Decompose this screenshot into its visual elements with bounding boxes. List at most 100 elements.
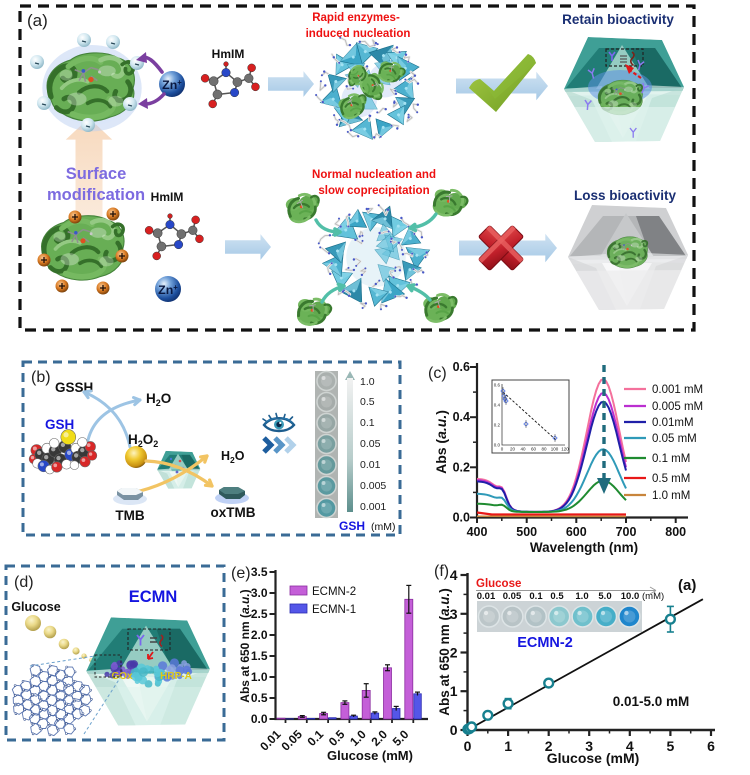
svg-text:slow coprecipitation: slow coprecipitation (318, 185, 429, 197)
svg-text:Glucose: Glucose (11, 600, 60, 614)
svg-text:Abs (a.u.): Abs (a.u.) (433, 410, 449, 474)
svg-text:(f): (f) (434, 563, 449, 580)
svg-text:0.1: 0.1 (529, 591, 543, 602)
svg-text:0.001: 0.001 (360, 501, 386, 513)
svg-text:80: 80 (541, 447, 547, 452)
svg-text:(d): (d) (14, 574, 34, 591)
svg-text:0.01: 0.01 (257, 727, 284, 754)
svg-text:0.05 mM: 0.05 mM (652, 433, 697, 445)
svg-text:4: 4 (626, 738, 634, 754)
svg-text:Abs at 650 nm (a.u.): Abs at 650 nm (a.u.) (238, 589, 252, 702)
svg-text:Abs at 650 nm (a.u.): Abs at 650 nm (a.u.) (437, 588, 452, 716)
svg-text:GOx: GOx (111, 671, 133, 682)
svg-text:0.005 mM: 0.005 mM (652, 401, 703, 413)
svg-text:(a): (a) (27, 11, 48, 30)
svg-text:Surface: Surface (66, 165, 127, 183)
svg-text:0.2: 0.2 (453, 460, 470, 474)
svg-text:0.001 mM: 0.001 mM (652, 384, 703, 396)
svg-text:1.0: 1.0 (251, 670, 268, 684)
svg-text:40: 40 (520, 447, 526, 452)
svg-text:0.05: 0.05 (503, 591, 522, 602)
svg-text:(mM): (mM) (371, 521, 396, 533)
svg-text:GSH: GSH (45, 417, 74, 432)
svg-text:0.5: 0.5 (550, 591, 564, 602)
svg-text:0: 0 (464, 738, 472, 754)
svg-text:10.0: 10.0 (621, 591, 640, 602)
svg-text:0.01: 0.01 (477, 591, 496, 602)
svg-text:Normal nucleation and: Normal nucleation and (312, 169, 436, 181)
svg-text:0.01: 0.01 (360, 459, 381, 471)
svg-text:(a): (a) (678, 577, 696, 594)
svg-text:0.005: 0.005 (360, 480, 386, 492)
svg-text:0.5: 0.5 (326, 727, 348, 749)
svg-text:2: 2 (450, 645, 458, 661)
svg-text:Glucose (mM): Glucose (mM) (327, 748, 413, 763)
svg-text:ECMN: ECMN (129, 588, 178, 606)
svg-text:120: 120 (561, 447, 569, 452)
svg-text:(c): (c) (428, 365, 447, 382)
svg-text:3.5: 3.5 (251, 565, 268, 579)
svg-text:0.05: 0.05 (279, 727, 306, 754)
svg-text:700: 700 (616, 525, 637, 539)
svg-text:3: 3 (450, 606, 458, 622)
svg-text:4: 4 (450, 567, 458, 583)
svg-text:0.1 mM: 0.1 mM (652, 453, 690, 465)
svg-text:100: 100 (551, 447, 559, 452)
svg-text:HRP-A: HRP-A (160, 671, 192, 682)
svg-text:Wavelength (nm): Wavelength (nm) (530, 540, 638, 555)
svg-text:0.6: 0.6 (494, 383, 501, 388)
svg-text:GSH: GSH (339, 519, 365, 533)
svg-text:5.0: 5.0 (390, 727, 412, 749)
svg-text:1.0 mM: 1.0 mM (652, 490, 690, 502)
svg-text:1.0: 1.0 (360, 376, 375, 388)
svg-text:500: 500 (516, 525, 537, 539)
svg-text:Rapid enzymes-: Rapid enzymes- (312, 12, 400, 24)
svg-text:HmIM: HmIM (151, 190, 184, 204)
svg-text:5: 5 (667, 738, 675, 754)
svg-text:1.0: 1.0 (347, 727, 369, 749)
svg-text:1: 1 (504, 738, 512, 754)
svg-text:0.5: 0.5 (360, 396, 375, 408)
svg-text:(b): (b) (31, 369, 51, 386)
svg-text:1.0: 1.0 (575, 591, 588, 602)
svg-text:(e): (e) (231, 565, 251, 582)
svg-text:oxTMB: oxTMB (211, 505, 256, 520)
svg-text:2.0: 2.0 (368, 727, 390, 749)
svg-text:0.4: 0.4 (453, 410, 470, 424)
svg-text:800: 800 (665, 525, 686, 539)
svg-text:0.2: 0.2 (494, 423, 501, 428)
svg-text:Loss bioactivity: Loss bioactivity (574, 188, 677, 203)
svg-text:Retain bioactivity: Retain bioactivity (562, 12, 674, 27)
svg-text:5.0: 5.0 (598, 591, 611, 602)
svg-text:induced nucleation: induced nucleation (306, 28, 411, 40)
svg-text:H2O: H2O (146, 391, 171, 408)
svg-text:3: 3 (585, 738, 593, 754)
svg-text:0.5: 0.5 (251, 691, 268, 705)
svg-text:20: 20 (510, 447, 516, 452)
svg-text:0.4: 0.4 (494, 403, 501, 408)
svg-text:modification: modification (47, 186, 145, 204)
svg-text:0.6: 0.6 (453, 360, 470, 374)
svg-text:0.5 mM: 0.5 mM (652, 473, 690, 485)
svg-text:H2O2: H2O2 (128, 432, 158, 449)
svg-text:1: 1 (450, 683, 458, 699)
svg-text:2: 2 (545, 738, 553, 754)
svg-text:0.0: 0.0 (251, 712, 268, 726)
svg-text:H2O: H2O (221, 449, 245, 465)
svg-text:0.05: 0.05 (360, 438, 381, 450)
svg-text:400: 400 (467, 525, 488, 539)
svg-text:Zn+: Zn+ (162, 78, 182, 92)
svg-text:0.01-5.0 mM: 0.01-5.0 mM (613, 694, 690, 709)
svg-text:ECMN-1: ECMN-1 (312, 604, 356, 616)
svg-text:0.0: 0.0 (453, 511, 470, 525)
svg-text:TMB: TMB (115, 508, 144, 523)
svg-text:600: 600 (566, 525, 587, 539)
svg-text:0.1: 0.1 (305, 727, 327, 749)
svg-text:Glucose: Glucose (476, 578, 521, 590)
svg-text:ECMN-2: ECMN-2 (517, 635, 573, 651)
svg-text:3.0: 3.0 (251, 586, 268, 600)
svg-text:(mM): (mM) (642, 591, 664, 602)
svg-text:0.0: 0.0 (494, 443, 501, 448)
svg-text:0: 0 (501, 447, 504, 452)
svg-text:ECMN-2: ECMN-2 (312, 586, 356, 598)
